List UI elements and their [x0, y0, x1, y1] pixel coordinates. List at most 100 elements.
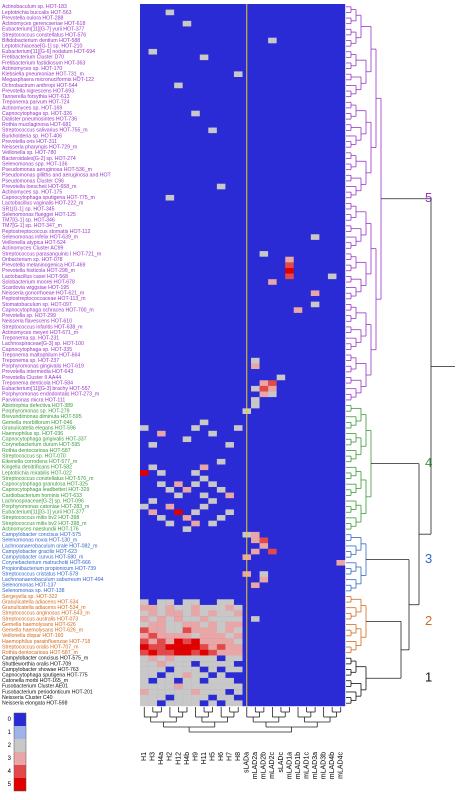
heatmap-cell	[233, 543, 243, 549]
heatmap-cell	[140, 593, 149, 600]
heatmap-cell	[259, 15, 269, 22]
heatmap-cell	[157, 408, 166, 415]
heatmap-cell	[276, 110, 286, 117]
heatmap-cell	[225, 301, 235, 308]
heatmap-cell	[191, 279, 200, 285]
cluster-label: 2	[425, 613, 432, 628]
heatmap-cell	[208, 307, 218, 314]
heatmap-cell	[148, 121, 158, 128]
heatmap-cell	[268, 537, 277, 544]
heatmap-cell	[310, 453, 320, 460]
heatmap-cell	[310, 604, 320, 611]
heatmap-cell	[182, 509, 192, 516]
heatmap-cell	[165, 65, 175, 72]
heatmap-cell	[174, 127, 183, 134]
heatmap-cell	[216, 458, 226, 465]
heatmap-cell	[293, 526, 303, 533]
heatmap-cell	[259, 644, 269, 651]
heatmap-cell	[225, 402, 235, 409]
heatmap-cell	[216, 234, 226, 241]
heatmap-cell	[174, 582, 183, 589]
heatmap-cell	[327, 262, 337, 269]
heatmap-cell	[276, 4, 286, 10]
heatmap-cell	[233, 318, 243, 325]
heatmap-cell	[276, 397, 286, 403]
heatmap-cell	[182, 161, 192, 168]
heatmap-cell	[302, 150, 312, 156]
heatmap-cell	[285, 509, 294, 516]
heatmap-cell	[302, 267, 312, 274]
heatmap-cell	[302, 593, 312, 600]
heatmap-cell	[319, 402, 329, 409]
heatmap-cell	[268, 144, 277, 151]
heatmap-cell	[336, 273, 346, 280]
heatmap-cell	[336, 520, 346, 527]
heatmap-cell	[285, 616, 294, 622]
heatmap-cell	[285, 380, 294, 387]
heatmap-cell	[268, 380, 277, 387]
heatmap-cell	[182, 335, 192, 342]
heatmap-cell	[276, 610, 286, 617]
heatmap-cell	[148, 71, 158, 78]
heatmap-cell	[327, 498, 337, 505]
heatmap-cell	[268, 65, 277, 72]
heatmap-cell	[199, 166, 209, 173]
heatmap-cell	[327, 43, 337, 50]
heatmap-cell	[191, 178, 200, 184]
heatmap-cell	[310, 150, 320, 156]
heatmap-cell	[157, 183, 166, 190]
heatmap-cell	[199, 206, 209, 212]
heatmap-cell	[302, 93, 312, 100]
heatmap-cell	[276, 262, 286, 269]
heatmap-cell	[208, 621, 218, 628]
heatmap-cell	[319, 604, 329, 611]
heatmap-cell	[285, 65, 294, 72]
heatmap-cell	[216, 178, 226, 184]
heatmap-cell	[191, 329, 200, 336]
heatmap-cell	[148, 15, 158, 22]
heatmap-cell	[319, 649, 329, 656]
heatmap-cell	[182, 374, 192, 381]
heatmap-cell	[293, 217, 303, 224]
heatmap-cell	[233, 26, 243, 33]
heatmap-cell	[293, 99, 303, 106]
heatmap-cell	[251, 486, 260, 493]
heatmap-cell	[165, 616, 175, 622]
heatmap-cell	[165, 324, 175, 330]
heatmap-cell	[259, 531, 269, 538]
heatmap-cell	[174, 206, 183, 212]
heatmap-cell	[310, 88, 320, 95]
heatmap-cell	[165, 599, 175, 606]
heatmap-cell	[233, 436, 243, 443]
heatmap-cell	[216, 352, 226, 359]
heatmap-cell	[302, 71, 312, 78]
heatmap-cell	[199, 267, 209, 274]
heatmap-cell	[233, 430, 243, 437]
heatmap-cell	[268, 486, 277, 493]
heatmap-cell	[174, 397, 183, 403]
heatmap-cell	[310, 498, 320, 505]
heatmap-cell	[191, 133, 200, 139]
heatmap-cell	[165, 200, 175, 207]
heatmap-cell	[319, 689, 329, 695]
heatmap-cell	[165, 88, 175, 95]
heatmap-cell	[276, 9, 286, 16]
heatmap-cell	[174, 239, 183, 246]
heatmap-cell	[302, 694, 312, 701]
heatmap-cell	[293, 183, 303, 190]
heatmap-cell	[251, 211, 260, 218]
heatmap-cell	[268, 475, 277, 482]
heatmap-cell	[199, 413, 209, 420]
heatmap-cell	[259, 548, 269, 555]
heatmap-cell	[199, 346, 209, 353]
heatmap-cell	[327, 127, 337, 134]
heatmap-cell	[259, 116, 269, 123]
heatmap-cell	[191, 228, 200, 235]
heatmap-cell	[251, 138, 260, 145]
heatmap-cell	[251, 217, 260, 224]
heatmap-cell	[259, 133, 269, 139]
heatmap-cell	[208, 127, 218, 134]
row-label: Pseudomonas gilliths and aeruginosa and …	[2, 173, 112, 179]
heatmap-cell	[268, 436, 277, 443]
heatmap-cell	[225, 82, 235, 89]
